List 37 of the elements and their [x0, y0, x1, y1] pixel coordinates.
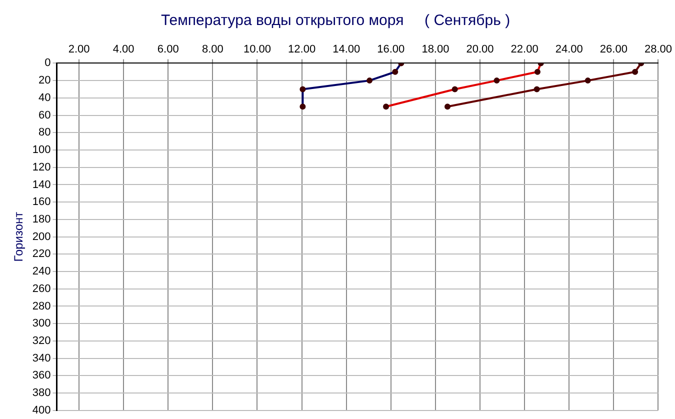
x-tick-label: 24.00 — [555, 44, 583, 56]
y-tick-label: 300 — [32, 318, 51, 330]
y-tick-label: 340 — [32, 352, 51, 364]
y-tick-label: 60 — [38, 109, 51, 122]
x-tick-label: 20.00 — [466, 44, 494, 56]
y-tick-label: 220 — [32, 248, 51, 260]
y-tick-label: 240 — [32, 266, 51, 278]
y-tick-label: 140 — [32, 178, 51, 191]
y-tick-label: 160 — [32, 196, 51, 208]
x-tick-label: 14.00 — [332, 44, 360, 56]
y-tick-label: 360 — [32, 370, 51, 382]
y-tick-label: 100 — [32, 144, 51, 156]
x-tick-label: 8.00 — [202, 44, 224, 56]
x-tick-label: 10.00 — [243, 44, 272, 56]
x-tick-label: 18.00 — [422, 44, 450, 56]
x-tick-label: 12.00 — [288, 44, 316, 56]
y-tick-label: 200 — [32, 230, 51, 243]
x-tick-label: 4.00 — [112, 44, 134, 56]
y-tick-label: 400 — [32, 404, 51, 416]
y-tick-label: 380 — [32, 387, 51, 400]
x-tick-label: 6.00 — [157, 44, 179, 56]
x-tick-label: 26.00 — [600, 44, 628, 56]
x-tick-label: 22.00 — [510, 44, 538, 56]
y-tick-label: 20 — [38, 74, 51, 87]
x-tick-label: 16.00 — [377, 44, 405, 56]
x-tick-label: 28.00 — [644, 44, 672, 56]
y-tick-label: 40 — [38, 92, 51, 104]
y-tick-label: 80 — [38, 126, 51, 139]
y-tick-label: 260 — [32, 282, 51, 295]
y-axis-title: Горизонт — [12, 211, 26, 262]
y-tick-label: 0 — [44, 57, 51, 70]
chart-title: Температура воды открытого моря ( Сентябрь ) — [160, 12, 510, 30]
x-tick-label: 2.00 — [68, 44, 90, 56]
y-tick-label: 120 — [32, 161, 51, 174]
y-tick-label: 280 — [32, 300, 51, 312]
y-tick-label: 180 — [32, 213, 51, 226]
y-tick-label: 320 — [32, 334, 51, 347]
